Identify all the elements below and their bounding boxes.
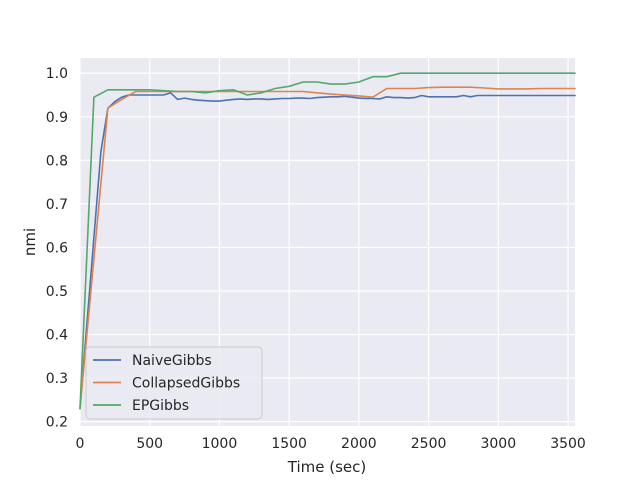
legend-label-epgibbs: EPGibbs [132,398,189,414]
x-axis-label: Time (sec) [287,458,366,476]
legend-label-naivegibbs: NaiveGibbs [132,353,212,369]
legend-box [85,346,263,420]
y-tick-label: 0.4 [46,328,68,344]
x-tick-label: 500 [136,436,163,452]
x-tick-label: 3500 [550,436,586,452]
y-tick-label: 1.0 [46,66,68,82]
grid [79,58,575,426]
x-tick-label: 3000 [480,436,516,452]
series-layer [79,72,576,410]
x-tick-label: 2500 [411,436,447,452]
series-line-naivegibbs [79,92,576,410]
x-tick-label: 2000 [341,436,377,452]
legend: NaiveGibbs CollapsedGibbs EPGibbs [85,346,263,420]
y-axis-ticks: 0.2 0.3 0.4 0.5 0.6 0.7 0.8 0.9 1.0 [46,66,68,430]
y-tick-label: 0.6 [46,240,68,256]
y-tick-label: 0.2 [46,415,68,431]
y-tick-label: 0.7 [46,197,68,213]
y-tick-label: 0.5 [46,284,68,300]
y-tick-label: 0.3 [46,371,68,387]
x-tick-label: 1000 [202,436,238,452]
y-axis-label: nmi [21,228,39,256]
x-axis-ticks: 0 500 1000 1500 2000 2500 3000 3500 [76,436,586,452]
x-tick-label: 1500 [271,436,307,452]
y-tick-label: 0.8 [46,153,68,169]
y-tick-label: 0.9 [46,110,68,126]
series-line-epgibbs [79,72,576,410]
legend-label-collapsedgibbs: CollapsedGibbs [132,376,240,392]
x-tick-label: 0 [76,436,85,452]
